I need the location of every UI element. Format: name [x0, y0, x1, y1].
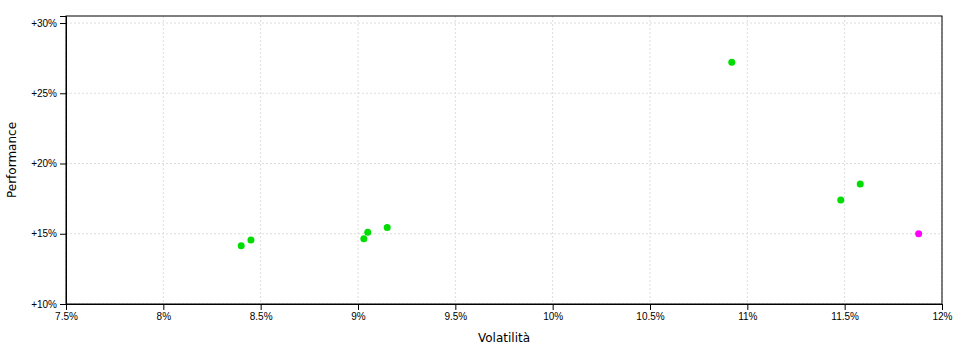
- tick-mark: [747, 304, 748, 310]
- tick-mark: [60, 234, 66, 235]
- tick-label: +10%: [31, 299, 57, 310]
- grid-line: [747, 16, 748, 304]
- tick-label: 8.5%: [250, 311, 273, 322]
- grid-line: [358, 16, 359, 304]
- tick-label: +25%: [31, 88, 57, 99]
- tick-label: 8%: [157, 311, 172, 322]
- point: [384, 224, 391, 231]
- tick-mark: [60, 164, 66, 165]
- grid-line: [163, 16, 164, 304]
- tick-label: 12%: [932, 311, 952, 322]
- tick-label: +30%: [31, 18, 57, 29]
- points: [238, 59, 922, 249]
- plot: 7.5%8%8.5%9%9.5%10%10.5%11%11.5%12%+10%+…: [31, 16, 952, 322]
- tick: 10%: [543, 304, 563, 322]
- tick-label: +20%: [31, 158, 57, 169]
- tick: 11%: [738, 304, 757, 322]
- chart: 7.5%8%8.5%9%9.5%10%10.5%11%11.5%12%+10%+…: [0, 0, 966, 350]
- plot-frame: [66, 16, 942, 304]
- tick-mark: [60, 93, 66, 94]
- tick-mark: [845, 304, 846, 310]
- tick-mark: [455, 304, 456, 310]
- tick: +10%: [31, 299, 66, 310]
- tick-label: 11.5%: [831, 311, 859, 322]
- tick: 9.5%: [444, 304, 467, 322]
- axis-line: [60, 17, 67, 305]
- axis-line: [67, 305, 943, 311]
- tick-label: 7.5%: [55, 311, 78, 322]
- grid-line: [66, 163, 942, 164]
- tick-mark: [163, 304, 164, 310]
- tick-label: 9.5%: [444, 311, 467, 322]
- tick-mark: [60, 304, 66, 305]
- tick-mark: [60, 23, 66, 24]
- grid: [66, 16, 942, 304]
- tick-mark: [358, 304, 359, 310]
- tick-label: 11%: [738, 311, 757, 322]
- point: [837, 197, 844, 204]
- y-axis-title: Performance: [5, 122, 19, 198]
- grid-line: [552, 16, 553, 304]
- tick: +20%: [31, 158, 66, 169]
- tick: 8.5%: [250, 304, 273, 322]
- tick-mark: [553, 304, 554, 310]
- tick-mark: [942, 304, 943, 310]
- point: [360, 235, 367, 242]
- y-axis: +10% +15% +20% +25% +30%: [31, 17, 66, 310]
- grid-line: [260, 16, 261, 304]
- tick: 7.5%: [55, 304, 78, 322]
- tick-label: 10.5%: [636, 311, 664, 322]
- tick-label: +15%: [31, 228, 57, 239]
- tick-label: 9%: [351, 311, 366, 322]
- grid-line: [455, 16, 456, 304]
- tick: +15%: [31, 228, 66, 239]
- point: [238, 242, 245, 249]
- x-axis-title: Volatilità: [478, 331, 530, 345]
- tick: 12%: [932, 304, 952, 322]
- tick-mark: [261, 304, 262, 310]
- tick: 11.5%: [831, 304, 859, 322]
- tick-mark: [650, 304, 651, 310]
- tick: 8%: [157, 304, 172, 322]
- point: [857, 180, 864, 187]
- point: [247, 237, 254, 244]
- tick: 10.5%: [636, 304, 664, 322]
- grid-line: [66, 233, 942, 234]
- grid-line: [66, 93, 942, 94]
- tick-label: 10%: [543, 311, 563, 322]
- grid-line: [844, 16, 845, 304]
- x-axis: 7.5% 8% 8.5% 9% 9.5% 10% 10.5% 11% 11.5% 12%: [55, 304, 953, 322]
- point: [915, 230, 922, 237]
- tick: +25%: [31, 88, 66, 99]
- tick: +30%: [31, 18, 66, 29]
- tick: 9%: [351, 304, 366, 322]
- grid-line: [650, 16, 651, 304]
- point: [728, 59, 735, 66]
- point: [364, 229, 371, 236]
- grid-line: [66, 23, 942, 24]
